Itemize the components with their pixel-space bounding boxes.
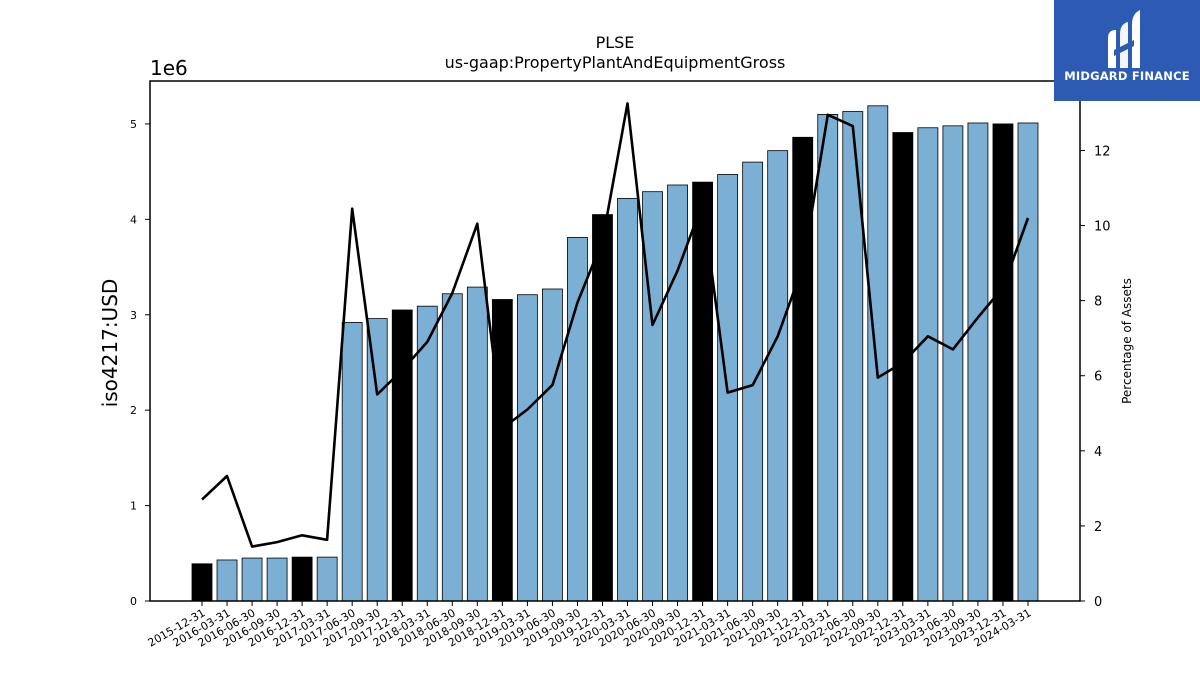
bar-2019-03-31: [516, 294, 538, 602]
logo-mark-icon: [1108, 10, 1140, 68]
y-tick-label: 0: [130, 595, 137, 608]
bar-2021-12-31: [792, 136, 814, 602]
y-tick-label: 5: [130, 118, 137, 131]
bar-2018-12-31: [491, 299, 513, 602]
bar-2022-03-31: [817, 113, 839, 602]
bar-2024-03-31: [1017, 122, 1039, 602]
bar-2018-06-30: [441, 293, 463, 602]
y-tick-label: 4: [130, 213, 137, 226]
y2-tick-label: 8: [1094, 295, 1102, 310]
y-tick-label: 3: [130, 309, 137, 322]
bar-2016-03-31: [216, 559, 238, 602]
plot-frame: [149, 80, 1081, 602]
y-axis-exponent: 1e6: [150, 56, 188, 80]
left-axis: 0 1 2 3 4 5: [130, 118, 150, 608]
y2-tick-label: 4: [1094, 445, 1102, 460]
y-axis-label: iso4217:USD: [98, 278, 122, 408]
x-axis: 2015-12-312016-03-312016-06-302016-09-30…: [146, 601, 1033, 650]
bar-2021-06-30: [742, 161, 764, 602]
y-tick-label: 1: [130, 500, 137, 513]
bar-2016-12-31: [291, 556, 313, 602]
brand-logo: MIDGARD FINANCE: [1054, 0, 1200, 101]
y2-tick-label: 12: [1094, 144, 1111, 159]
y2-tick-label: 10: [1094, 220, 1111, 235]
bar-2018-09-30: [466, 286, 488, 602]
bar-2015-12-31: [191, 563, 213, 602]
bar-2017-03-31: [316, 556, 338, 602]
bar-2019-09-30: [567, 237, 588, 602]
bar-2021-09-30: [767, 150, 789, 602]
logo-text: MIDGARD FINANCE: [1064, 69, 1190, 83]
right-axis: 0 2 4 6 8 10 12: [1080, 144, 1111, 610]
bar-2016-09-30: [266, 557, 288, 602]
bar-2023-12-31: [992, 123, 1014, 602]
bar-2019-12-31: [592, 214, 613, 602]
bar-2017-12-31: [391, 309, 413, 602]
bar-2020-03-31: [617, 197, 638, 602]
y2-axis-label: Percentage of Assets: [1120, 278, 1134, 404]
bar-2023-03-31: [917, 127, 939, 602]
chart-title: PLSE: [595, 33, 635, 52]
bar-2019-06-30: [542, 288, 563, 602]
chart-subtitle: us-gaap:PropertyPlantAndEquipmentGross: [444, 53, 786, 72]
percentage-line: [201, 102, 1030, 548]
y-tick-label: 2: [130, 404, 137, 417]
bar-2022-09-30: [867, 105, 889, 602]
line-layer: [201, 102, 1030, 548]
bar-2016-06-30: [241, 557, 263, 602]
bar-2017-06-30: [341, 321, 363, 602]
bar-2020-12-31: [692, 181, 713, 602]
bar-2023-06-30: [942, 125, 964, 602]
bar-2023-09-30: [967, 122, 989, 602]
y2-tick-label: 0: [1094, 595, 1102, 610]
y2-tick-label: 6: [1094, 370, 1102, 385]
bar-2020-09-30: [667, 184, 688, 602]
y2-tick-label: 2: [1094, 520, 1102, 535]
bar-2017-09-30: [366, 318, 388, 602]
